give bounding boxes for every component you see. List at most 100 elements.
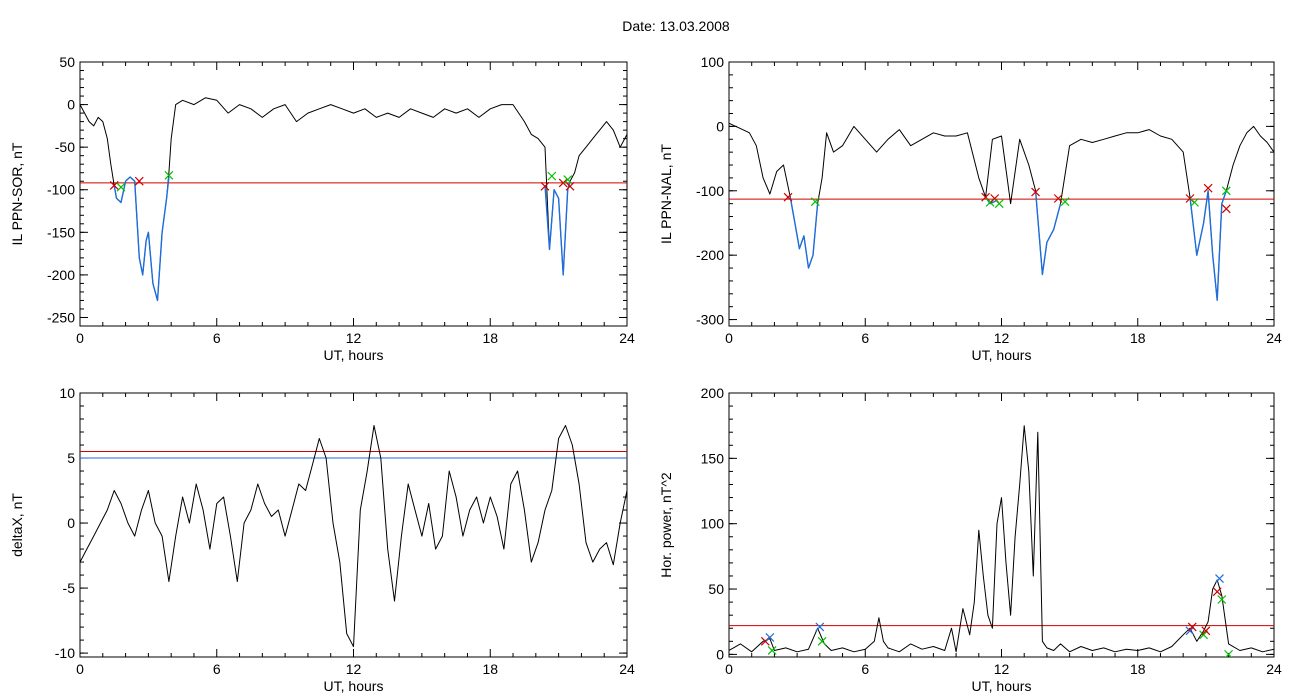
x-marker xyxy=(1217,595,1227,604)
x-marker xyxy=(1201,626,1211,636)
x-tick-label: 18 xyxy=(1130,661,1146,677)
series-line xyxy=(1034,190,1062,276)
x-marker-stroke xyxy=(1187,622,1197,632)
y-tick-label: -5 xyxy=(63,580,76,596)
x-marker-stroke xyxy=(1199,630,1209,640)
x-marker xyxy=(109,181,119,190)
x-tick-label: 12 xyxy=(994,661,1010,677)
x-marker-stroke xyxy=(164,170,174,180)
x-marker xyxy=(1053,194,1063,203)
x-marker-stroke xyxy=(134,176,144,186)
x-tick-label: 24 xyxy=(619,661,635,677)
x-marker-stroke xyxy=(783,192,793,202)
y-tick-label: 0 xyxy=(67,97,75,113)
y-tick-label: -10 xyxy=(55,645,75,661)
x-marker xyxy=(565,181,575,191)
x-tick-label: 0 xyxy=(725,330,733,346)
x-marker xyxy=(1199,630,1209,640)
figure-title: Date: 13.03.2008 xyxy=(622,18,730,34)
x-marker-stroke xyxy=(810,197,820,207)
x-marker-stroke xyxy=(1185,194,1195,203)
x-tick-label: 0 xyxy=(76,330,84,346)
x-marker-stroke xyxy=(765,632,775,642)
x-marker-stroke xyxy=(981,192,991,202)
x-tick-label: 6 xyxy=(213,330,221,346)
x-tick-label: 24 xyxy=(1266,661,1282,677)
x-marker-stroke xyxy=(1221,204,1231,214)
y-tick-label: 0 xyxy=(67,515,75,531)
series-line xyxy=(544,181,571,276)
x-marker xyxy=(765,632,775,642)
x-tick-label: 6 xyxy=(861,330,869,346)
y-tick-label: -150 xyxy=(47,224,75,240)
y-tick-label: -100 xyxy=(696,183,724,199)
y-axis-label: Hor. power, nT^2 xyxy=(658,472,674,578)
x-marker-stroke xyxy=(1053,194,1063,203)
series-line xyxy=(80,97,627,301)
y-tick-label: -200 xyxy=(696,247,724,263)
x-marker-stroke xyxy=(563,175,573,184)
x-marker-stroke xyxy=(109,181,119,190)
y-axis-label: IL PPN-NAL, nT xyxy=(658,144,674,244)
series-line xyxy=(789,197,819,269)
x-axis-label: UT, hours xyxy=(324,347,384,363)
x-marker xyxy=(1031,187,1040,197)
x-marker xyxy=(1187,622,1197,632)
x-marker-stroke xyxy=(990,194,1000,203)
x-marker xyxy=(563,175,573,184)
x-marker-stroke xyxy=(1185,626,1195,636)
x-marker-stroke xyxy=(994,199,1004,209)
x-tick-label: 0 xyxy=(76,661,84,677)
x-tick-label: 6 xyxy=(861,661,869,677)
x-marker xyxy=(558,178,568,188)
x-marker xyxy=(1221,186,1231,196)
x-marker-stroke xyxy=(1217,595,1227,604)
x-marker xyxy=(134,176,144,186)
y-tick-label: -100 xyxy=(47,182,75,198)
x-tick-label: 12 xyxy=(346,661,362,677)
chart-panel-sor: 0 6 12 18 24 50 0 -50 -100 -150 -200 -250 UT, hours I… xyxy=(9,54,635,363)
hor-power-plot-frame xyxy=(728,392,1275,658)
x-marker xyxy=(810,197,820,207)
x-marker-stroke xyxy=(540,181,550,191)
x-marker-stroke xyxy=(767,646,777,655)
y-tick-label: 150 xyxy=(701,450,725,466)
series-line xyxy=(113,176,170,302)
x-marker xyxy=(1215,574,1224,584)
x-marker-stroke xyxy=(565,181,575,191)
x-marker-stroke xyxy=(558,178,568,188)
x-tick-label: 18 xyxy=(482,661,498,677)
x-marker xyxy=(1060,197,1070,207)
y-tick-label: 50 xyxy=(708,581,724,597)
x-marker-stroke xyxy=(116,182,126,192)
x-marker-stroke xyxy=(1060,197,1070,207)
x-marker xyxy=(1185,626,1195,636)
x-tick-label: 24 xyxy=(1266,330,1282,346)
nal-plot-frame xyxy=(728,61,1275,327)
x-marker xyxy=(1212,587,1222,597)
x-marker xyxy=(817,636,827,646)
x-tick-label: 18 xyxy=(482,330,498,346)
x-tick-label: 6 xyxy=(213,661,221,677)
x-marker-stroke xyxy=(1190,197,1199,207)
y-axis-label: deltaX, nT xyxy=(9,493,25,557)
x-marker xyxy=(547,171,557,181)
y-tick-label: -300 xyxy=(696,312,724,328)
x-tick-label: 18 xyxy=(1130,330,1146,346)
y-tick-label: 50 xyxy=(59,54,75,70)
x-marker xyxy=(994,199,1004,209)
x-marker xyxy=(164,170,174,180)
x-tick-label: 12 xyxy=(994,330,1010,346)
x-marker xyxy=(767,646,777,655)
chart-panel-hor-power: 0 6 12 18 24 200 150 100 50 0 UT, hours Hor. power,… xyxy=(658,385,1282,694)
x-axis-label: UT, hours xyxy=(972,678,1032,694)
chart-panel-deltax: 0 6 12 18 24 10 5 0 -5 -10 UT, hours deltaX, nT xyxy=(9,385,635,694)
nal-plot-area xyxy=(729,122,1274,301)
x-axis-label: UT, hours xyxy=(324,678,384,694)
x-tick-label: 24 xyxy=(619,330,635,346)
x-axis-label: UT, hours xyxy=(972,347,1032,363)
y-axis-label: IL PPN-SOR, nT xyxy=(9,142,25,245)
x-marker-stroke xyxy=(1031,187,1040,197)
deltax-plot-frame xyxy=(79,392,628,658)
